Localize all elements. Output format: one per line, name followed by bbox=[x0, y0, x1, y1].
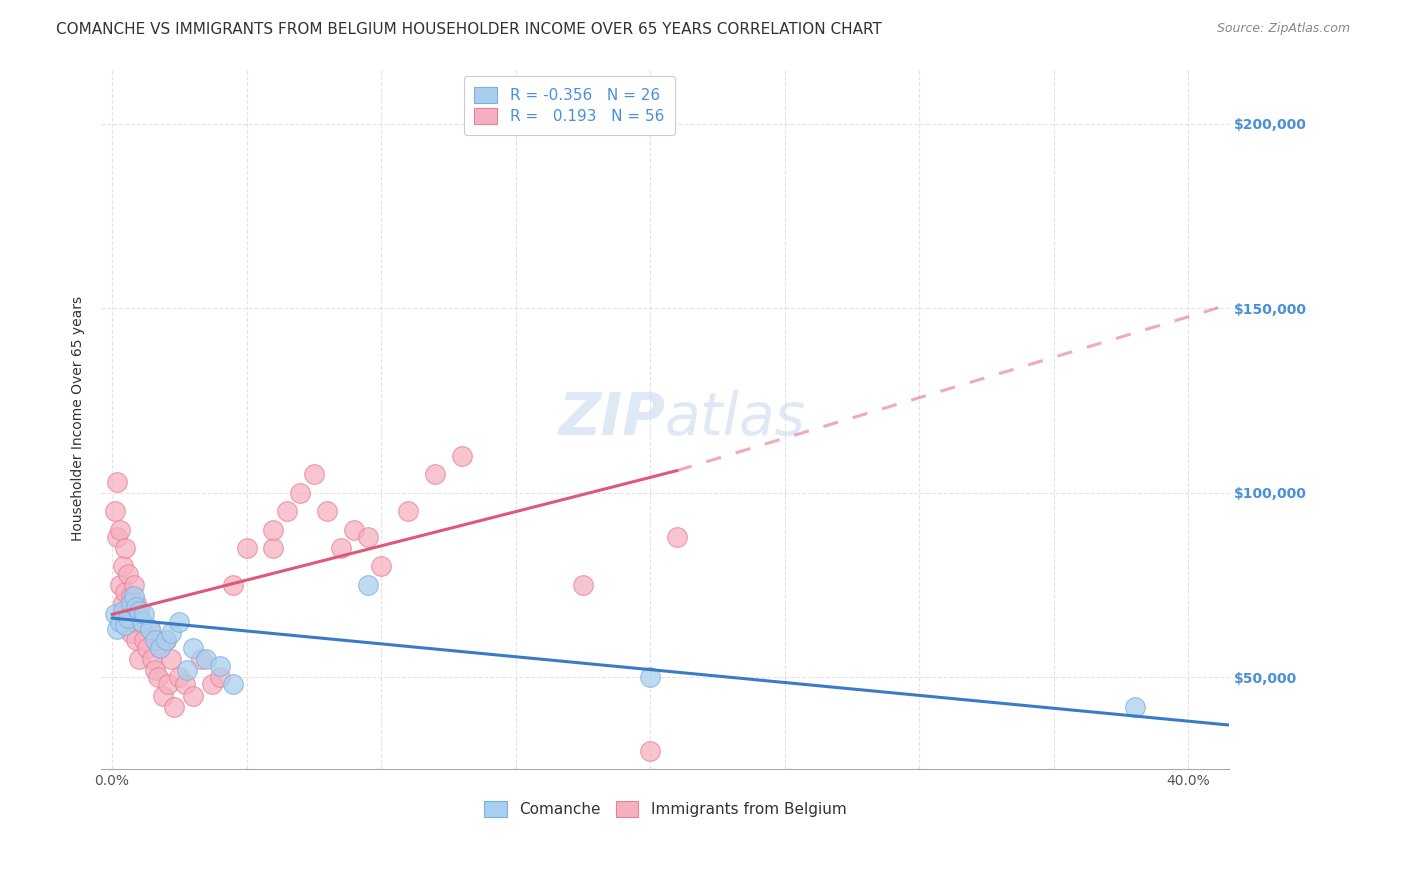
Point bbox=[190, 651, 212, 665]
Point bbox=[155, 633, 177, 648]
Point bbox=[222, 677, 245, 691]
Point bbox=[572, 578, 595, 592]
Point bbox=[128, 604, 150, 618]
Point bbox=[208, 670, 231, 684]
Point bbox=[181, 689, 204, 703]
Point bbox=[104, 504, 127, 518]
Point bbox=[167, 670, 190, 684]
Point bbox=[195, 651, 218, 665]
Y-axis label: Householder Income Over 65 years: Householder Income Over 65 years bbox=[72, 296, 86, 541]
Point bbox=[108, 615, 131, 629]
Text: atlas: atlas bbox=[665, 391, 806, 448]
Point bbox=[122, 589, 145, 603]
Point bbox=[128, 651, 150, 665]
Point bbox=[396, 504, 419, 518]
Point bbox=[122, 615, 145, 629]
Point bbox=[276, 504, 298, 518]
Point bbox=[235, 541, 257, 555]
Point bbox=[146, 670, 169, 684]
Point bbox=[120, 625, 142, 640]
Point bbox=[114, 585, 136, 599]
Point bbox=[163, 699, 186, 714]
Point bbox=[105, 475, 128, 489]
Point bbox=[108, 578, 131, 592]
Point bbox=[638, 744, 661, 758]
Point bbox=[114, 618, 136, 632]
Point bbox=[125, 596, 148, 610]
Point bbox=[290, 485, 312, 500]
Point bbox=[108, 523, 131, 537]
Point bbox=[160, 625, 183, 640]
Point bbox=[136, 640, 159, 655]
Point bbox=[200, 677, 222, 691]
Point bbox=[173, 677, 195, 691]
Point bbox=[105, 530, 128, 544]
Point bbox=[176, 663, 198, 677]
Point bbox=[134, 607, 156, 622]
Point bbox=[114, 541, 136, 555]
Point bbox=[125, 633, 148, 648]
Point bbox=[143, 633, 166, 648]
Point bbox=[222, 578, 245, 592]
Point bbox=[122, 578, 145, 592]
Point bbox=[120, 589, 142, 603]
Point bbox=[149, 640, 172, 655]
Point bbox=[131, 615, 153, 629]
Point bbox=[143, 663, 166, 677]
Point bbox=[356, 530, 378, 544]
Point bbox=[149, 640, 172, 655]
Point bbox=[152, 689, 174, 703]
Point bbox=[134, 633, 156, 648]
Point bbox=[329, 541, 352, 555]
Point bbox=[343, 523, 366, 537]
Point bbox=[157, 677, 180, 691]
Point bbox=[117, 604, 139, 618]
Text: COMANCHE VS IMMIGRANTS FROM BELGIUM HOUSEHOLDER INCOME OVER 65 YEARS CORRELATION: COMANCHE VS IMMIGRANTS FROM BELGIUM HOUS… bbox=[56, 22, 882, 37]
Point bbox=[104, 607, 127, 622]
Point bbox=[141, 651, 163, 665]
Point bbox=[128, 604, 150, 618]
Point bbox=[316, 504, 339, 518]
Text: ZIP: ZIP bbox=[558, 391, 665, 448]
Point bbox=[167, 615, 190, 629]
Point bbox=[138, 622, 160, 636]
Point bbox=[111, 596, 134, 610]
Point bbox=[138, 622, 160, 636]
Point bbox=[181, 640, 204, 655]
Point bbox=[1123, 699, 1146, 714]
Point bbox=[370, 559, 392, 574]
Point bbox=[117, 611, 139, 625]
Point bbox=[666, 530, 689, 544]
Point bbox=[105, 622, 128, 636]
Point bbox=[117, 566, 139, 581]
Point bbox=[111, 604, 134, 618]
Point bbox=[208, 659, 231, 673]
Point bbox=[125, 600, 148, 615]
Point bbox=[160, 651, 183, 665]
Point bbox=[302, 467, 325, 482]
Point bbox=[155, 633, 177, 648]
Legend: Comanche, Immigrants from Belgium: Comanche, Immigrants from Belgium bbox=[477, 794, 853, 825]
Point bbox=[450, 449, 472, 463]
Point bbox=[638, 670, 661, 684]
Point bbox=[423, 467, 446, 482]
Point bbox=[120, 596, 142, 610]
Point bbox=[111, 559, 134, 574]
Point bbox=[262, 523, 284, 537]
Point bbox=[356, 578, 378, 592]
Point bbox=[131, 615, 153, 629]
Text: Source: ZipAtlas.com: Source: ZipAtlas.com bbox=[1216, 22, 1350, 36]
Point bbox=[262, 541, 284, 555]
